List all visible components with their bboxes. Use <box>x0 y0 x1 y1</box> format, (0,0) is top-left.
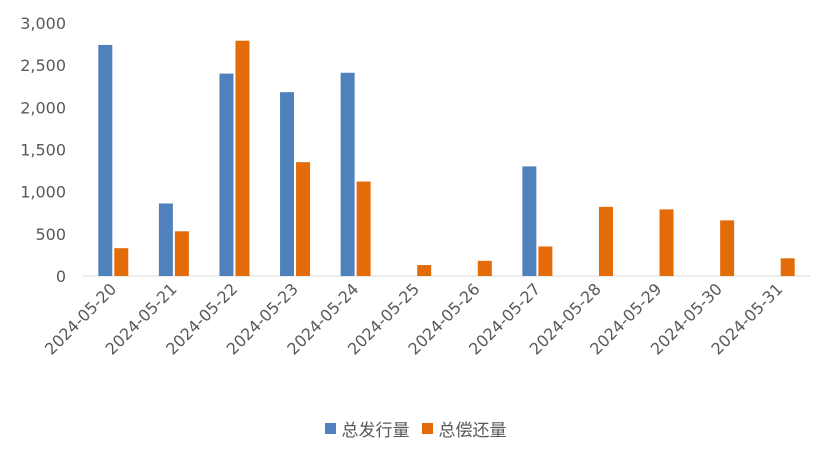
y-tick-label: 0 <box>56 267 66 286</box>
bar-repayment <box>477 260 492 276</box>
bar-repayment <box>114 248 129 276</box>
legend-item-issuance: 总发行量 <box>324 416 410 441</box>
y-tick-label: 500 <box>35 225 66 244</box>
bar-issuance <box>98 44 113 276</box>
legend-item-repayment: 总偿还量 <box>421 416 507 441</box>
bar-issuance <box>158 203 173 276</box>
bar-repayment <box>174 231 189 276</box>
bar-repayment <box>659 209 674 276</box>
bar-repayment <box>538 246 553 276</box>
y-tick-label: 3,000 <box>20 14 66 33</box>
legend-label-repayment: 总偿还量 <box>438 421 507 441</box>
bar-repayment <box>235 40 250 277</box>
x-axis: 2024-05-202024-05-212024-05-222024-05-23… <box>41 279 787 358</box>
bar-issuance <box>340 72 355 276</box>
bar-issuance <box>280 92 295 276</box>
y-axis: 0 500 1,000 1,500 2,000 2,500 3,000 <box>20 14 66 286</box>
legend-label-issuance: 总发行量 <box>341 421 410 441</box>
bar-repayment <box>417 265 432 276</box>
bars <box>98 40 795 277</box>
bar-issuance <box>219 73 234 276</box>
legend-swatch-repayment <box>421 423 433 434</box>
bar-repayment <box>720 220 735 276</box>
bar-repayment <box>296 162 311 276</box>
legend-swatch-issuance <box>324 423 336 434</box>
y-tick-label: 1,000 <box>20 183 66 202</box>
bar-repayment <box>598 206 613 276</box>
bar-repayment <box>356 181 371 276</box>
legend: 总发行量 总偿还量 <box>0 416 831 441</box>
bar-repayment <box>780 258 795 276</box>
y-tick-label: 2,000 <box>20 98 66 117</box>
y-tick-label: 2,500 <box>20 56 66 75</box>
y-tick-label: 1,500 <box>20 141 66 160</box>
bar-issuance <box>522 166 537 276</box>
